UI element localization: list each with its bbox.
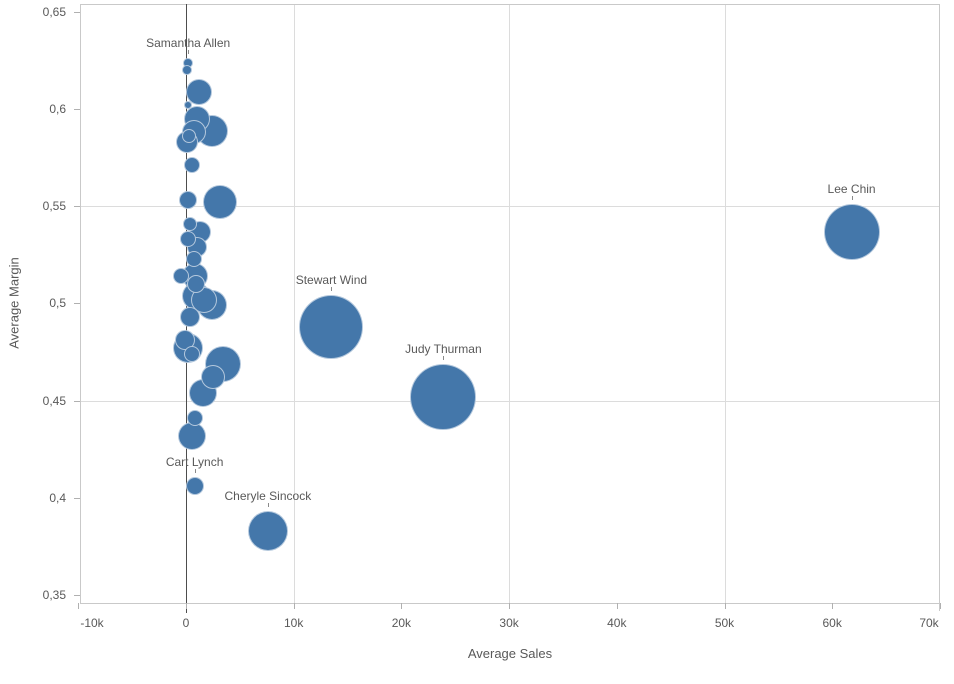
horizontal-gridline: [80, 400, 939, 402]
bubble[interactable]: [183, 216, 198, 231]
x-tick-mark: [616, 603, 618, 609]
x-tick-mark: [509, 603, 511, 609]
x-tick-mark: [78, 603, 80, 609]
y-axis-title: Average Margin: [6, 257, 22, 349]
x-tick-mark: [939, 603, 941, 609]
vertical-gridline: [509, 4, 511, 603]
x-tick-mark: [724, 603, 726, 609]
point-label: Samantha Allen: [146, 35, 231, 50]
horizontal-gridline: [80, 206, 939, 208]
bubble[interactable]: [186, 410, 203, 427]
bubble-stewart-wind[interactable]: [299, 294, 364, 359]
label-leader-tick: [188, 49, 190, 54]
y-tick-mark: [74, 12, 80, 13]
x-tick-label: 60k: [822, 616, 842, 630]
plot-border-left: [80, 4, 81, 603]
bubble-cart-lynch[interactable]: [185, 477, 204, 496]
y-tick-label: 0,5: [49, 296, 66, 311]
bubble-cheryle-sincock[interactable]: [247, 510, 288, 551]
plot-border-right: [939, 4, 940, 611]
bubble[interactable]: [180, 307, 201, 328]
y-tick-mark: [74, 109, 80, 111]
y-tick-mark: [74, 497, 80, 499]
bubble[interactable]: [182, 129, 197, 144]
x-tick-mark: [186, 603, 187, 609]
point-label: Cart Lynch: [165, 455, 224, 470]
bubble[interactable]: [200, 365, 225, 390]
point-label: Stewart Wind: [295, 272, 368, 287]
bubble[interactable]: [179, 191, 198, 210]
bubble[interactable]: [180, 231, 197, 248]
x-tick-label: 10k: [284, 616, 304, 630]
bubble[interactable]: [184, 157, 201, 174]
bubble[interactable]: [178, 421, 207, 450]
y-tick-label: 0,45: [42, 393, 66, 408]
bubble-judy-thurman[interactable]: [410, 363, 477, 430]
label-leader-tick: [267, 502, 269, 507]
x-tick-label: 50k: [714, 616, 735, 630]
x-tick-label: 20k: [391, 616, 412, 630]
label-leader-tick: [851, 195, 853, 200]
x-tick-label: -10k: [80, 616, 104, 630]
bubble[interactable]: [203, 185, 238, 220]
y-tick-label: 0,35: [42, 587, 66, 602]
vertical-gridline: [293, 4, 295, 603]
point-label: Lee Chin: [827, 181, 876, 196]
x-tick-label: 70k: [919, 616, 939, 630]
label-leader-tick: [443, 355, 445, 360]
label-leader-tick: [331, 286, 333, 291]
bubble[interactable]: [172, 268, 189, 285]
label-leader-tick: [194, 469, 196, 474]
x-tick-label: 30k: [499, 616, 519, 630]
bubble[interactable]: [184, 345, 201, 362]
y-tick-label: 0,4: [49, 490, 66, 505]
y-tick-label: 0,65: [42, 5, 66, 19]
x-tick-label: 40k: [607, 616, 627, 630]
y-tick-mark: [74, 400, 80, 402]
y-tick-label: 0,55: [42, 199, 66, 214]
x-tick-mark: [832, 603, 834, 609]
bubble[interactable]: [185, 250, 202, 267]
x-axis-title: Average Sales: [467, 646, 553, 661]
y-tick-label: 0,6: [49, 102, 66, 117]
point-label: Judy Thurman: [405, 341, 482, 356]
point-label: Cheryle Sincock: [224, 488, 312, 503]
bubble[interactable]: [186, 275, 205, 294]
plot-border-top: [80, 4, 939, 5]
bubble-lee-chin[interactable]: [823, 203, 880, 260]
x-tick-mark: [401, 603, 403, 609]
bubble[interactable]: [185, 78, 212, 105]
bubble[interactable]: [184, 101, 193, 110]
bubble[interactable]: [182, 65, 193, 76]
y-tick-mark: [74, 594, 80, 596]
x-tick-label: 0: [182, 616, 190, 630]
y-tick-mark: [74, 206, 80, 208]
y-tick-mark: [74, 303, 80, 305]
x-tick-mark: [293, 603, 295, 609]
vertical-gridline: [724, 4, 726, 603]
